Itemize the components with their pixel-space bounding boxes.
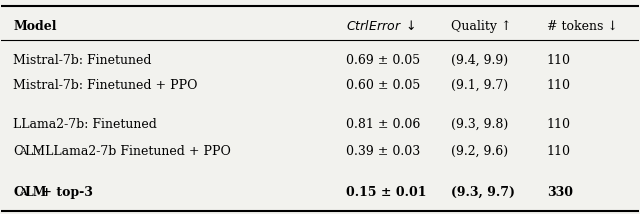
- Text: 0.81 ± 0.06: 0.81 ± 0.06: [346, 117, 420, 131]
- Text: A: A: [19, 187, 27, 196]
- Text: 110: 110: [547, 79, 571, 92]
- Text: 0.60 ± 0.05: 0.60 ± 0.05: [346, 79, 420, 92]
- Text: Mistral-7b: Finetuned + PPO: Mistral-7b: Finetuned + PPO: [13, 79, 198, 92]
- Text: (9.3, 9.7): (9.3, 9.7): [451, 186, 515, 199]
- Text: Mistral-7b: Finetuned: Mistral-7b: Finetuned: [13, 54, 152, 67]
- Text: C: C: [13, 186, 24, 199]
- Text: 330: 330: [547, 186, 573, 199]
- Text: 0.39 ± 0.03: 0.39 ± 0.03: [346, 145, 420, 158]
- Text: : LLama2-7b Finetuned + PPO: : LLama2-7b Finetuned + PPO: [36, 145, 230, 158]
- Text: $\mathit{CtrlError}$ $\downarrow$: $\mathit{CtrlError}$ $\downarrow$: [346, 19, 415, 33]
- Text: C: C: [13, 145, 23, 158]
- Text: LM: LM: [24, 145, 45, 158]
- Text: (9.2, 9.6): (9.2, 9.6): [451, 145, 508, 158]
- Text: LLama2-7b: Finetuned: LLama2-7b: Finetuned: [13, 117, 157, 131]
- Text: Quality ↑: Quality ↑: [451, 20, 511, 33]
- Text: A: A: [19, 147, 26, 156]
- Text: + top-3: + top-3: [36, 186, 93, 199]
- Text: 110: 110: [547, 145, 571, 158]
- Text: # tokens ↓: # tokens ↓: [547, 20, 618, 33]
- Text: 0.69 ± 0.05: 0.69 ± 0.05: [346, 54, 420, 67]
- Text: (9.3, 9.8): (9.3, 9.8): [451, 117, 508, 131]
- Text: LM: LM: [24, 186, 47, 199]
- Text: (9.4, 9.9): (9.4, 9.9): [451, 54, 508, 67]
- Text: 110: 110: [547, 117, 571, 131]
- Text: 0.15 ± 0.01: 0.15 ± 0.01: [346, 186, 426, 199]
- Text: Model: Model: [13, 20, 57, 33]
- Text: 110: 110: [547, 54, 571, 67]
- Text: (9.1, 9.7): (9.1, 9.7): [451, 79, 508, 92]
